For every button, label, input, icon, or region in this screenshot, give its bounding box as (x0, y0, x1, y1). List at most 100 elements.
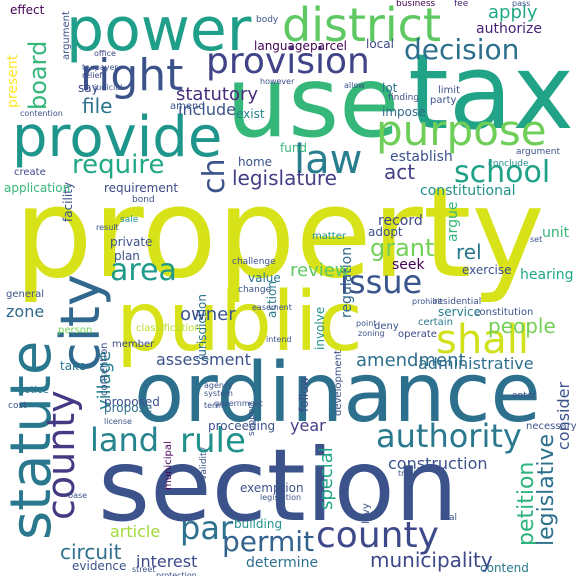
word-take: take (60, 359, 86, 373)
word-taxpayer: allow (344, 81, 365, 90)
word-file: file (82, 94, 113, 118)
word-allow: body (256, 15, 279, 25)
word-support: government (214, 399, 263, 408)
word-seek: seek (392, 257, 425, 273)
word-street: protection (156, 571, 197, 576)
word-private: private (110, 235, 153, 249)
word-constitution: constitution (474, 307, 534, 318)
word-owner: owner (180, 304, 236, 325)
word-article: article (110, 522, 161, 541)
word-present: present (5, 54, 21, 108)
word-include: include (178, 100, 236, 119)
word-rel: rel (456, 240, 482, 264)
word-statutory: statutory (176, 84, 259, 105)
word-intend: prohibit (412, 297, 443, 306)
word-municipal: municipal (163, 441, 174, 490)
word-order: tract (398, 469, 417, 478)
word-constitutional: constitutional (420, 183, 516, 199)
word-area: area (110, 253, 177, 288)
word-reason: taxpayer (82, 63, 118, 72)
word-exemption: exemption (240, 481, 304, 495)
word-assess: however (260, 77, 295, 86)
word-zoning: easement (252, 303, 292, 312)
word-limit: limit (438, 85, 460, 96)
word-ch: ch (197, 158, 232, 194)
word-decision: decision (404, 33, 520, 66)
word-requirement: requirement (104, 181, 179, 195)
word-exist: exist (236, 107, 265, 121)
word-value: value (248, 271, 281, 285)
word-sale: sale (120, 215, 139, 225)
word-public: public (116, 275, 363, 370)
word-application: application (4, 181, 71, 195)
word-assessment: assessment (156, 350, 251, 369)
word-section: section (98, 427, 459, 544)
word-establish: establish (390, 149, 453, 165)
word-administrative: administrative (418, 354, 534, 373)
word-body: point (356, 319, 377, 328)
word-purpose: purpose (376, 106, 547, 155)
word-base: legislation (260, 493, 302, 502)
word-permit: permit (222, 525, 315, 558)
word-shall: shall (436, 317, 529, 363)
word-local: local (366, 37, 394, 51)
word-person: person (58, 325, 93, 336)
word-argue: argue (445, 201, 461, 242)
word-amend: amend (170, 101, 205, 112)
word-people: people (488, 314, 556, 338)
word-certain: certain (418, 317, 453, 328)
word-issue: issue (340, 263, 423, 301)
word-consider: consider (554, 381, 573, 450)
word-county: county (316, 515, 439, 556)
word-building: building (234, 517, 283, 531)
word-parcel: parcel (310, 39, 347, 53)
word-act: act (384, 160, 416, 184)
word-relief: relief (82, 71, 103, 80)
word-special: special (316, 447, 337, 510)
word-school: school (454, 155, 551, 190)
word-contention: contention (20, 109, 63, 118)
word-levy: development (333, 350, 344, 416)
word-operate: operate (398, 329, 437, 340)
word-district: district (282, 0, 442, 52)
word-set: enter (512, 391, 537, 401)
word-year: year (290, 416, 326, 435)
word-contend: contend (480, 561, 529, 575)
word-foot: zoning (358, 329, 385, 338)
word-exercise: exercise (462, 263, 512, 277)
word-real: cost (8, 401, 27, 411)
word-validity: base (68, 491, 88, 500)
word-license: argument (61, 11, 72, 60)
word-authority: authority (376, 417, 522, 455)
word-legislature: legislature (232, 166, 337, 190)
word-interest: interest (136, 552, 198, 571)
word-require: require (72, 150, 165, 180)
word-finding: finding (388, 93, 420, 103)
word-land: land (90, 421, 160, 459)
word-tax: tax (408, 31, 575, 153)
word-challenge: challenge (232, 257, 276, 267)
word-ordinance: ordinance (134, 346, 541, 441)
word-classification: classification (136, 323, 201, 334)
word-plan: plan (114, 249, 140, 263)
word-bond: bond (132, 195, 155, 205)
word-matter: matter (312, 231, 346, 242)
word-authorize: authorize (476, 21, 542, 37)
word-home: home (238, 155, 273, 169)
word-apply: apply (488, 2, 538, 23)
word-unit: unit (542, 225, 570, 241)
word-injunction: license (104, 417, 132, 426)
word-party: party (430, 95, 457, 106)
word-tract: real (440, 513, 458, 523)
word-determine: determine (246, 555, 319, 571)
word-lot: lot (382, 81, 398, 95)
word-record: record (378, 213, 423, 229)
word-point: intend (266, 335, 292, 344)
word-result: result (96, 223, 119, 232)
word-argument: argument (516, 147, 561, 157)
word-provision: provision (206, 41, 370, 82)
word-term: street (132, 565, 156, 574)
word-legislative: legislative (534, 433, 559, 546)
word-create: create (14, 167, 46, 178)
